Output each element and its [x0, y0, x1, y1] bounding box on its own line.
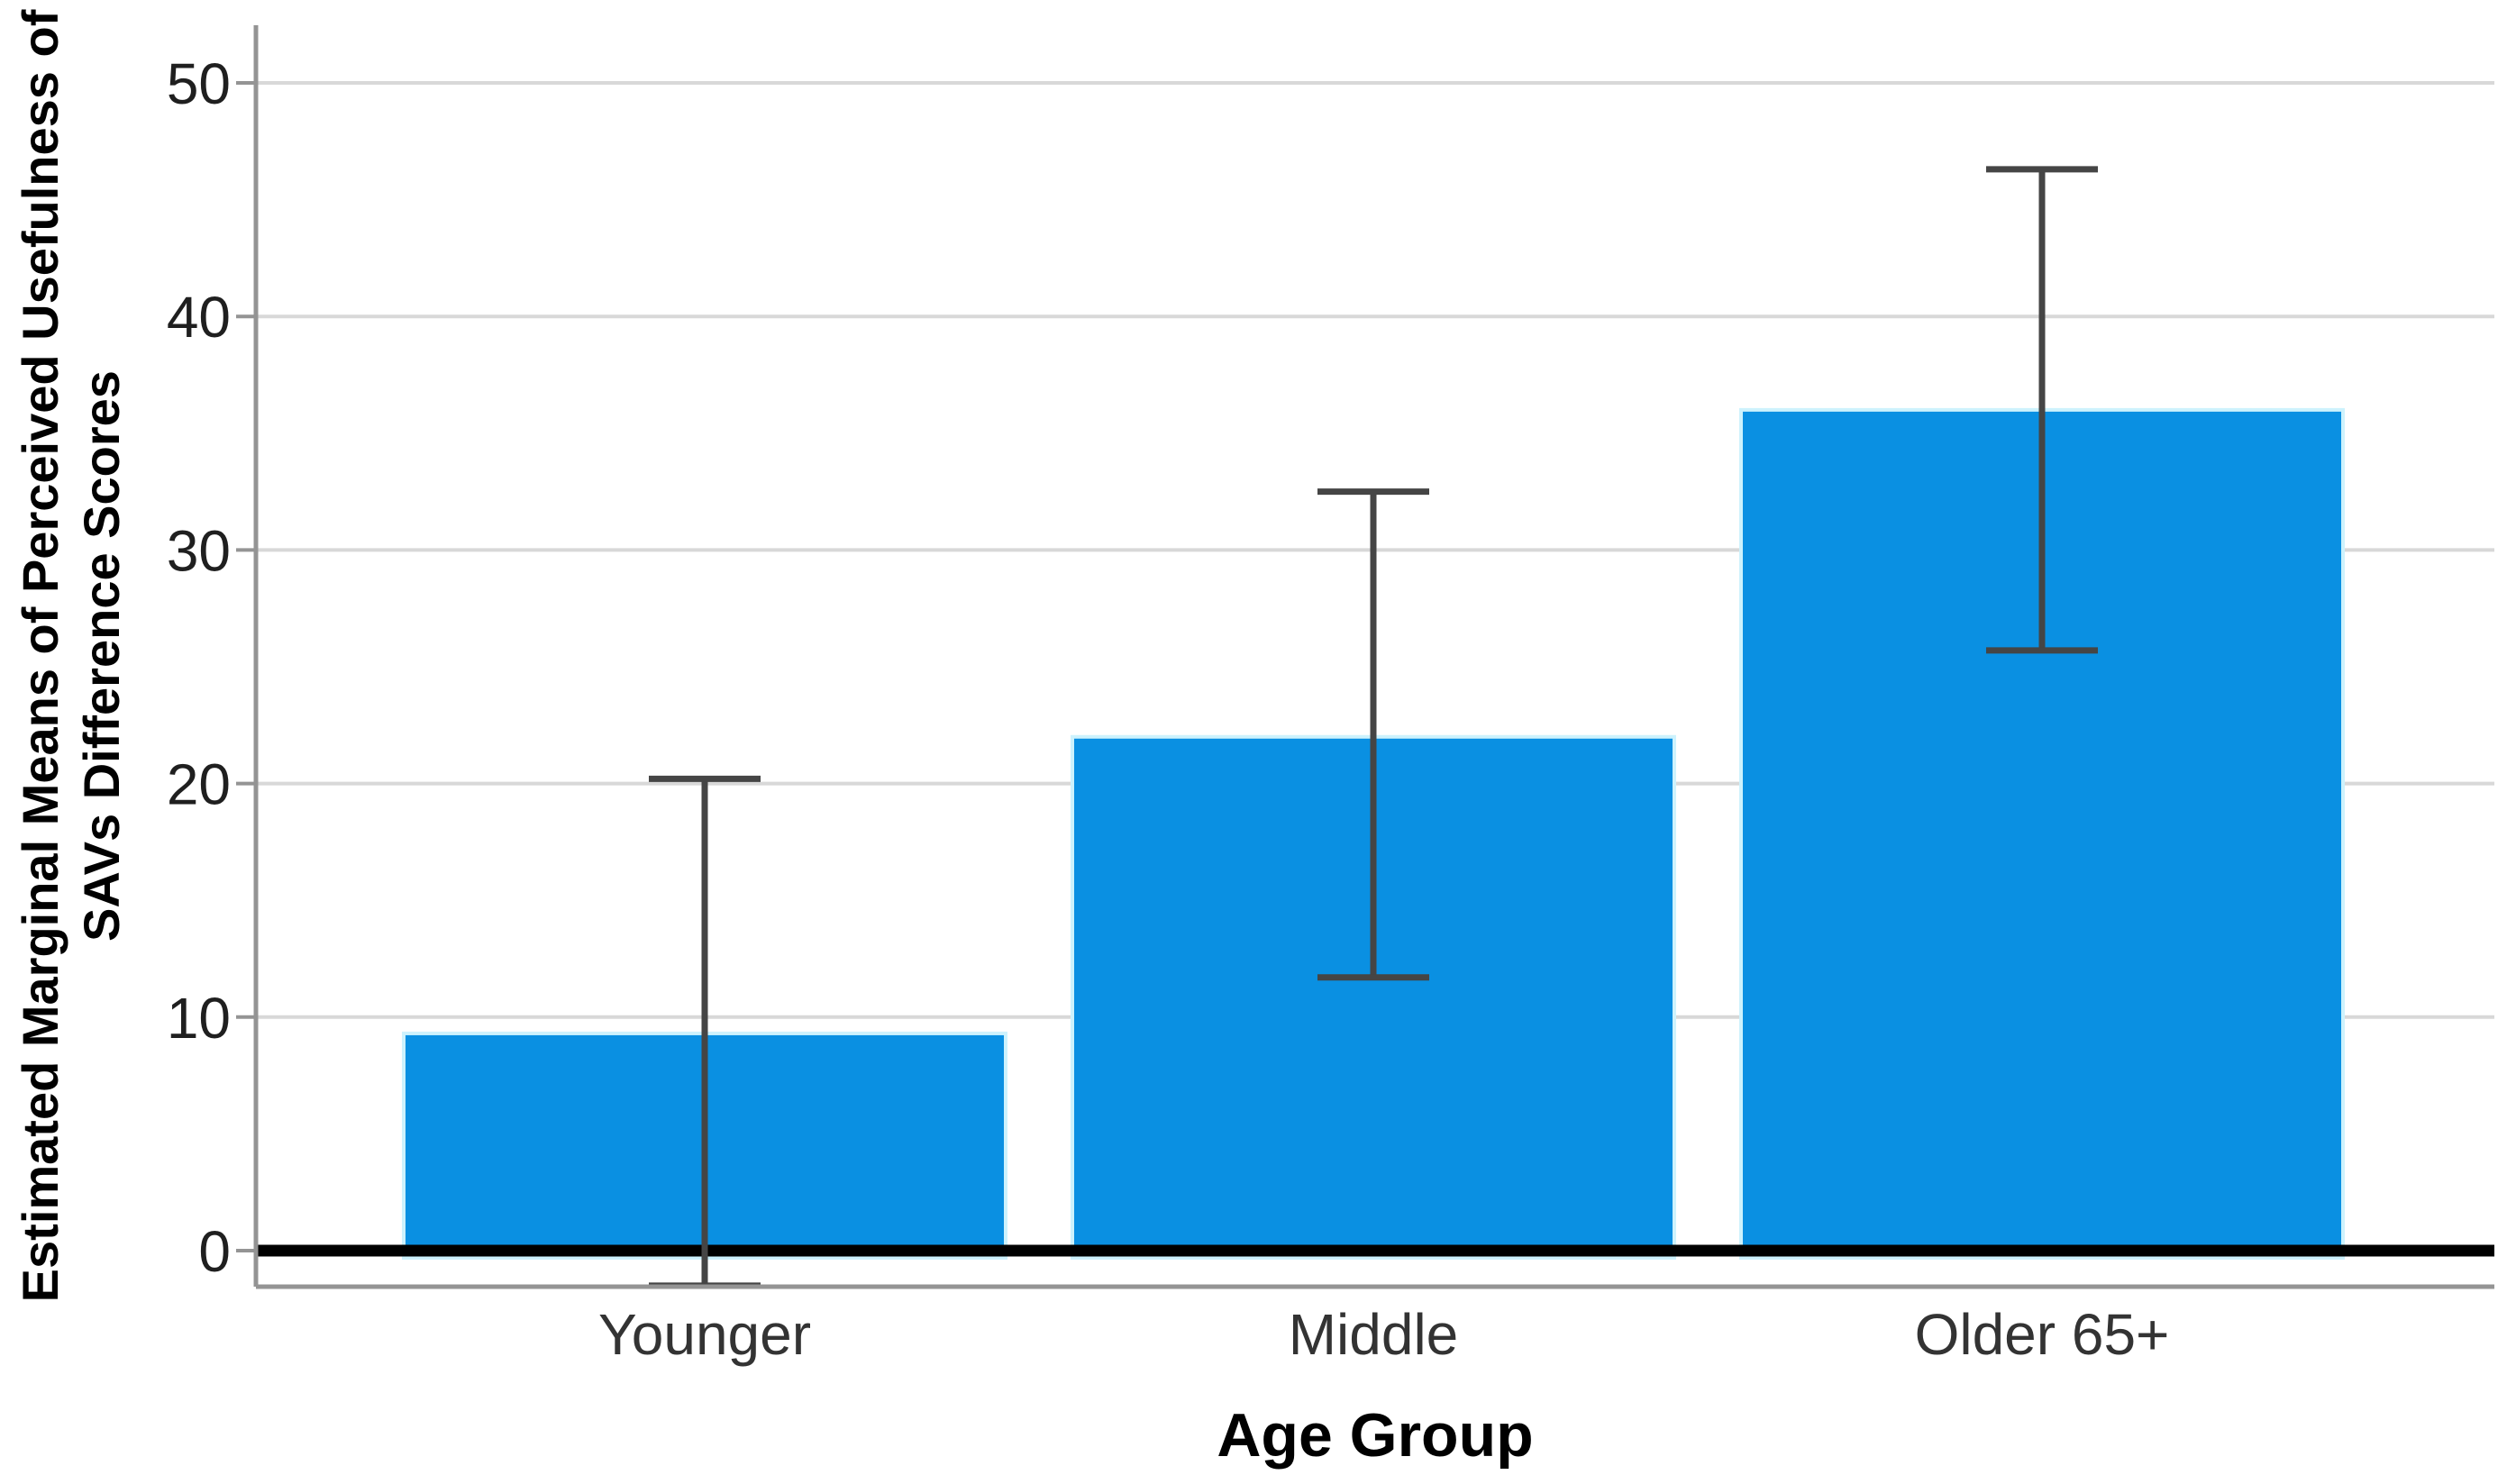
- y-tick-label-30: 30: [167, 518, 231, 583]
- error-bar-layer: [649, 166, 2098, 1289]
- axis-label-layer: 0 10 20 30 40 50 Younger Middle Older 65+: [167, 51, 2170, 1367]
- y-axis-title-line2: SAVs Difference Scores: [73, 370, 130, 942]
- x-category-label-younger: Younger: [598, 1302, 811, 1367]
- y-tick-label-0: 0: [198, 1219, 231, 1284]
- y-tick-label-50: 50: [167, 51, 231, 116]
- y-tick-label-10: 10: [167, 986, 231, 1051]
- y-axis-title-line1: Estimated Marginal Means of Perceived Us…: [12, 9, 68, 1302]
- x-category-label-older-65-: Older 65+: [1915, 1302, 2170, 1367]
- x-axis-title: Age Group: [1217, 1401, 1533, 1470]
- y-tick-label-40: 40: [167, 285, 231, 350]
- y-tick-label-20: 20: [167, 752, 231, 817]
- x-category-label-middle: Middle: [1289, 1302, 1459, 1367]
- axis-layer: [253, 25, 2494, 1289]
